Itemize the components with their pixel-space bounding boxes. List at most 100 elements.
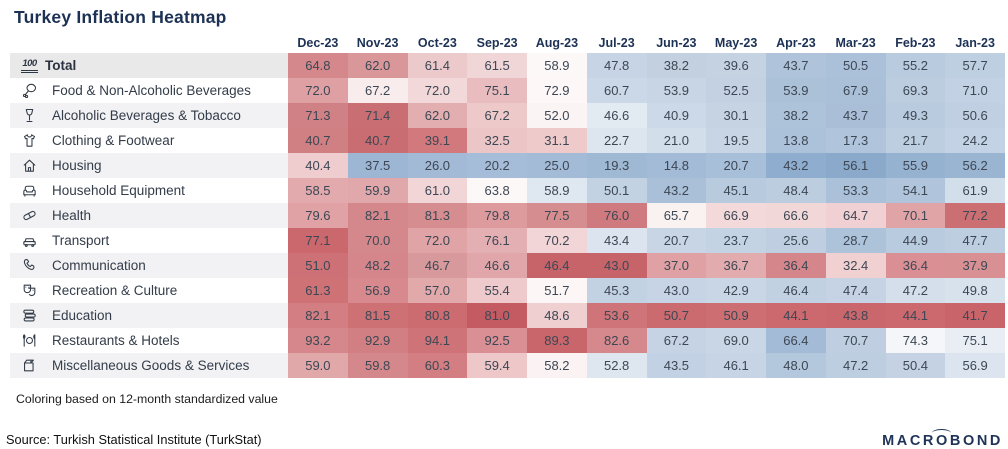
heatmap-cell: 72.0 (407, 228, 468, 253)
heatmap-cell: 25.6 (766, 228, 826, 253)
heatmap-cell: 44.1 (766, 303, 826, 328)
heatmap-cell: 50.5 (825, 53, 886, 78)
heatmap-cell: 56.9 (945, 353, 1005, 378)
heatmap-cell: 69.3 (885, 78, 946, 103)
heatmap-cell: 58.9 (527, 178, 587, 203)
heatmap-cell: 57.0 (407, 278, 468, 303)
heatmap-cell: 59.8 (347, 353, 408, 378)
row-label-cell: Miscellaneous Goods & Services (10, 353, 288, 378)
heatmap-cell: 75.1 (945, 328, 1005, 353)
heatmap-cell: 76.0 (586, 203, 647, 228)
house-icon (16, 157, 43, 174)
heatmap-cell: 59.4 (467, 353, 527, 378)
heatmap-cell: 37.0 (646, 253, 707, 278)
heatmap-cell: 46.6 (586, 103, 647, 128)
logo-o-mark: O (932, 428, 951, 449)
heatmap-cell: 20.2 (467, 153, 527, 178)
row-label: Housing (52, 158, 102, 173)
column-header-aug-23: Aug-23 (535, 36, 579, 50)
column-header-sep-23: Sep-23 (476, 36, 518, 50)
row-label: Clothing & Footwear (52, 133, 175, 148)
heatmap-cell: 77.2 (945, 203, 1005, 228)
heatmap-table: Dec-23 Nov-23 Oct-23 Sep-23 Aug-23 Jul-23 Jun-… (10, 33, 1005, 378)
heatmap-cell: 74.3 (885, 328, 946, 353)
row-label-cell: Communication (10, 253, 288, 278)
heatmap-cell: 21.0 (646, 128, 707, 153)
heatmap-cell: 55.2 (885, 53, 946, 78)
heatmap-cell: 71.3 (288, 103, 348, 128)
heatmap-cell: 48.2 (347, 253, 408, 278)
heatmap-cell: 13.8 (766, 128, 826, 153)
heatmap-cell: 47.8 (586, 53, 647, 78)
heatmap-cell: 50.6 (945, 103, 1005, 128)
heatmap-cell: 45.1 (706, 178, 766, 203)
heatmap-cell: 56.1 (825, 153, 886, 178)
logo-text-pre: MACR (882, 433, 937, 449)
row-label: Health (52, 208, 92, 223)
heatmap-cell: 46.4 (527, 253, 587, 278)
row-label: Total (45, 58, 77, 73)
heatmap-cell: 80.8 (407, 303, 468, 328)
column-header-apr-23: Apr-23 (776, 36, 816, 50)
heatmap-cell: 53.3 (825, 178, 886, 203)
row-label: Miscellaneous Goods & Services (52, 358, 250, 373)
heatmap-cell: 55.9 (885, 153, 946, 178)
heatmap-cell: 56.2 (945, 153, 1005, 178)
heatmap-cell: 53.9 (766, 78, 826, 103)
page-title: Turkey Inflation Heatmap (14, 7, 227, 27)
heatmap-cell: 21.7 (885, 128, 946, 153)
heatmap-cell: 46.1 (706, 353, 766, 378)
heatmap-cell: 37.9 (945, 253, 1005, 278)
heatmap-cell: 82.6 (586, 328, 647, 353)
heatmap-cell: 92.9 (347, 328, 408, 353)
sofa-icon (16, 182, 43, 199)
heatmap-cell: 43.0 (646, 278, 707, 303)
heatmap-cell: 48.4 (766, 178, 826, 203)
heatmap-cell: 62.0 (347, 53, 408, 78)
row-label: Transport (52, 233, 110, 248)
table-row: Alcoholic Beverages & Tobacco 71.3 71.4 62.… (10, 103, 1005, 128)
heatmap-cell: 39.6 (706, 53, 766, 78)
heatmap-cell: 32.4 (825, 253, 886, 278)
heatmap-cell: 46.4 (766, 278, 826, 303)
heatmap-cell: 47.2 (885, 278, 946, 303)
heatmap-cell: 42.9 (706, 278, 766, 303)
row-label-cell: Alcoholic Beverages & Tobacco (10, 103, 288, 128)
heatmap-cell: 70.0 (347, 228, 408, 253)
heatmap-cell: 43.8 (825, 303, 886, 328)
row-label-cell: Restaurants & Hotels (10, 328, 288, 353)
table-row: Miscellaneous Goods & Services 59.0 59.8 60… (10, 353, 1005, 378)
car-icon (16, 232, 43, 249)
table-row: Household Equipment 58.5 59.9 61.0 63.8 58.9 5… (10, 178, 1005, 203)
pill-icon (16, 207, 43, 224)
heatmap-cell: 71.4 (347, 103, 408, 128)
heatmap-cell: 61.5 (467, 53, 527, 78)
row-label-cell: Clothing & Footwear (10, 128, 288, 153)
heatmap-cell: 56.9 (347, 278, 408, 303)
heatmap-cell: 46.6 (467, 253, 527, 278)
heatmap-cell: 69.0 (706, 328, 766, 353)
heatmap-cell: 65.7 (646, 203, 707, 228)
heatmap-cell: 77.5 (527, 203, 587, 228)
heatmap-cell: 61.0 (407, 178, 468, 203)
heatmap-cell: 63.8 (467, 178, 527, 203)
heatmap-cell: 61.4 (407, 53, 468, 78)
heatmap-cell: 59.0 (288, 353, 348, 378)
table-row: Restaurants & Hotels 93.2 92.9 94.1 92.5 89.3… (10, 328, 1005, 353)
heatmap-cell: 61.9 (945, 178, 1005, 203)
heatmap-cell: 17.3 (825, 128, 886, 153)
heatmap-cell: 59.9 (347, 178, 408, 203)
heatmap-cell: 52.0 (527, 103, 587, 128)
coloring-note: Coloring based on 12-month standardized … (16, 392, 278, 406)
books-icon (16, 307, 43, 324)
heatmap-header-row: Dec-23 Nov-23 Oct-23 Sep-23 Aug-23 Jul-23 Jun-… (10, 33, 1005, 53)
heatmap-cell: 50.4 (885, 353, 946, 378)
table-row: Housing 40.4 37.5 26.0 20.2 25.0 19.3 14.8 20.7 4… (10, 153, 1005, 178)
heatmap-cell: 72.9 (527, 78, 587, 103)
row-label-cell: Transport (10, 228, 288, 253)
heatmap-cell: 44.1 (885, 303, 946, 328)
row-label: Alcoholic Beverages & Tobacco (52, 108, 241, 123)
heatmap-cell: 24.2 (945, 128, 1005, 153)
heatmap-cell: 72.0 (288, 78, 348, 103)
heatmap-cell: 47.4 (825, 278, 886, 303)
